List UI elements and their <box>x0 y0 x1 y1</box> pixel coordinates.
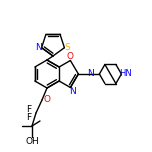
Text: F: F <box>26 105 32 114</box>
Text: O: O <box>67 52 74 61</box>
Text: N: N <box>87 69 94 78</box>
Text: HN: HN <box>119 69 132 78</box>
Text: OH: OH <box>25 138 39 147</box>
Text: S: S <box>65 43 70 52</box>
Text: O: O <box>43 95 50 104</box>
Text: F: F <box>26 114 32 123</box>
Text: N: N <box>35 43 42 52</box>
Text: N: N <box>69 87 76 96</box>
